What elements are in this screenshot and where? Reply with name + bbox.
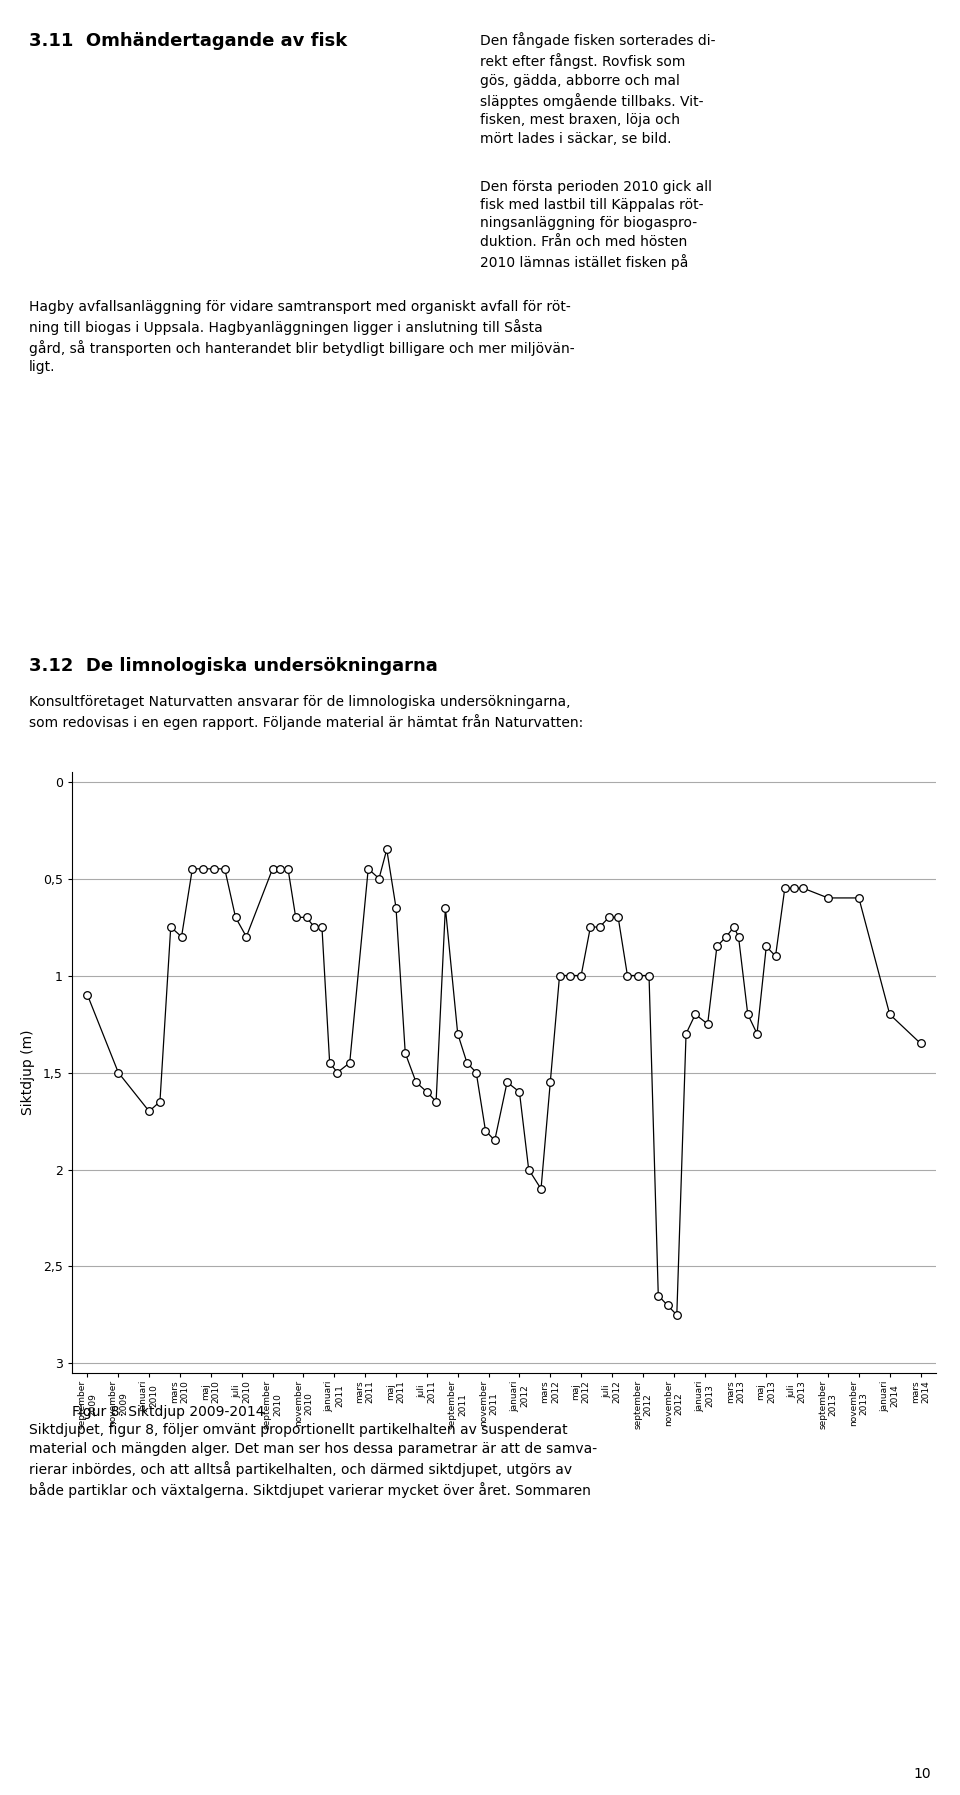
Text: Konsultföretaget Naturvatten ansvarar för de limnologiska undersökningarna,
som : Konsultföretaget Naturvatten ansvarar fö… — [29, 695, 583, 731]
Text: Figur 8. Siktdjup 2009-2014: Figur 8. Siktdjup 2009-2014 — [72, 1405, 265, 1420]
Text: 3.11  Omhändertagande av fisk: 3.11 Omhändertagande av fisk — [29, 32, 348, 50]
Text: 3.12  De limnologiska undersökningarna: 3.12 De limnologiska undersökningarna — [29, 657, 438, 675]
Y-axis label: Siktdjup (m): Siktdjup (m) — [20, 1030, 35, 1115]
Text: Siktdjupet, figur 8, följer omvänt proportionellt partikelhalten av suspenderat
: Siktdjupet, figur 8, följer omvänt propo… — [29, 1423, 597, 1499]
Text: Den första perioden 2010 gick all
fisk med lastbil till Käppalas röt-
ningsanläg: Den första perioden 2010 gick all fisk m… — [480, 180, 712, 269]
Text: Den fångade fisken sorterades di-
rekt efter fångst. Rovfisk som
gös, gädda, abb: Den fångade fisken sorterades di- rekt e… — [480, 32, 715, 145]
Text: 10: 10 — [914, 1766, 931, 1781]
Text: Hagby avfallsanläggning för vidare samtransport med organiskt avfall för röt-
ni: Hagby avfallsanläggning för vidare samtr… — [29, 300, 574, 375]
